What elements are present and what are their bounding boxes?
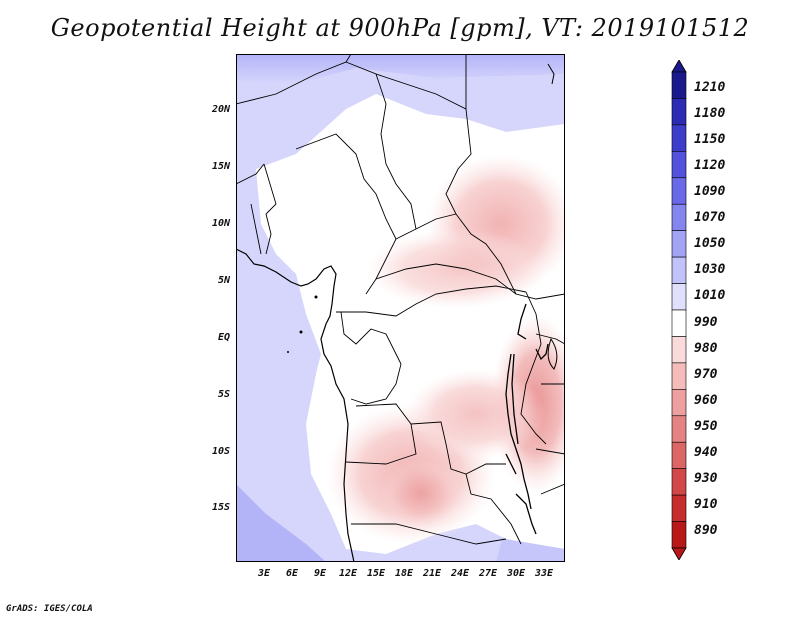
pink-region-southeast — [406, 369, 546, 459]
colorbar-swatch — [671, 521, 687, 549]
colorbar-label: 1030 — [694, 262, 726, 278]
colorbar — [671, 60, 687, 560]
colorbar-bottom-arrow — [671, 547, 687, 560]
colorbar-label: 1180 — [694, 106, 726, 122]
lat-tick: 5S — [217, 389, 230, 400]
colorbar-label: 1070 — [694, 210, 726, 226]
colorbar-label: 1210 — [694, 80, 726, 95]
island — [299, 330, 303, 334]
north-blue-band — [236, 54, 565, 84]
colorbar-swatch — [671, 256, 687, 284]
map-svg — [235, 53, 581, 563]
colorbar-label: 1010 — [694, 288, 726, 304]
colorbar-swatch — [671, 203, 687, 231]
lon-tick: 15E — [366, 568, 386, 579]
map-frame — [236, 54, 565, 562]
colorbar-label: 1050 — [694, 236, 726, 252]
colorbar-swatch — [671, 98, 687, 126]
colorbar-swatch — [671, 151, 687, 179]
island — [314, 295, 318, 299]
colorbar-swatch — [671, 336, 687, 364]
credit-text: GrADS: IGES/COLA — [6, 604, 93, 614]
colorbar-swatch — [671, 389, 687, 417]
red-sea-coast — [547, 63, 555, 85]
colorbar-swatch — [671, 494, 687, 522]
colorbar-label: 890 — [694, 523, 718, 538]
lat-tick: 10S — [211, 446, 230, 457]
colorbar-swatch — [671, 177, 687, 205]
lon-tick: 33E — [534, 568, 554, 579]
rift-lakes — [505, 303, 549, 535]
colorbar-label: 970 — [694, 366, 718, 382]
colorbar-label: 910 — [694, 496, 718, 512]
colorbar-swatch — [671, 230, 687, 258]
pink-region-center — [366, 229, 546, 309]
map-panel — [235, 53, 581, 563]
colorbar-swatch — [671, 468, 687, 496]
lon-tick: 18E — [394, 568, 414, 579]
colorbar-label: 1120 — [694, 158, 726, 174]
colorbar-label: 960 — [694, 392, 718, 408]
colorbar-label: 950 — [694, 418, 718, 434]
colorbar-label: 1150 — [694, 132, 726, 148]
lat-tick: EQ — [217, 332, 230, 343]
colorbar-top-arrow — [671, 60, 687, 73]
colorbar-label: 1090 — [694, 184, 726, 200]
lat-tick: 10N — [211, 218, 230, 229]
colorbar-label: 940 — [694, 444, 718, 460]
lon-tick: 6E — [285, 568, 299, 579]
colorbar-swatch — [671, 283, 687, 311]
lat-tick: 5N — [217, 275, 230, 286]
lon-tick: 3E — [257, 568, 271, 579]
colorbar-label: 930 — [694, 470, 718, 486]
colorbar-swatch — [671, 441, 687, 469]
colorbar-label: 980 — [694, 340, 718, 356]
lon-tick: 12E — [338, 568, 358, 579]
southwest-blue — [236, 484, 326, 562]
lon-tick: 21E — [422, 568, 442, 579]
lake-victoria — [547, 337, 558, 370]
lat-tick: 15S — [211, 502, 230, 513]
lon-tick: 9E — [313, 568, 327, 579]
colorbar-label: 990 — [694, 314, 718, 330]
pink-region-south-core — [381, 459, 461, 529]
lat-tick: 20N — [211, 104, 230, 115]
lon-tick: 30E — [506, 568, 526, 579]
colorbar-swatch — [671, 415, 687, 443]
coastline — [235, 248, 355, 563]
lat-tick: 15N — [211, 161, 230, 172]
country-borders — [235, 53, 566, 545]
island — [287, 351, 289, 353]
colorbar-swatch — [671, 309, 687, 337]
colorbar-swatch — [671, 124, 687, 152]
colorbar-swatch — [671, 362, 687, 390]
chart-title: Geopotential Height at 900hPa [gpm], VT:… — [50, 14, 750, 42]
lon-tick: 24E — [450, 568, 470, 579]
lon-tick: 27E — [478, 568, 498, 579]
colorbar-swatch — [671, 71, 687, 99]
